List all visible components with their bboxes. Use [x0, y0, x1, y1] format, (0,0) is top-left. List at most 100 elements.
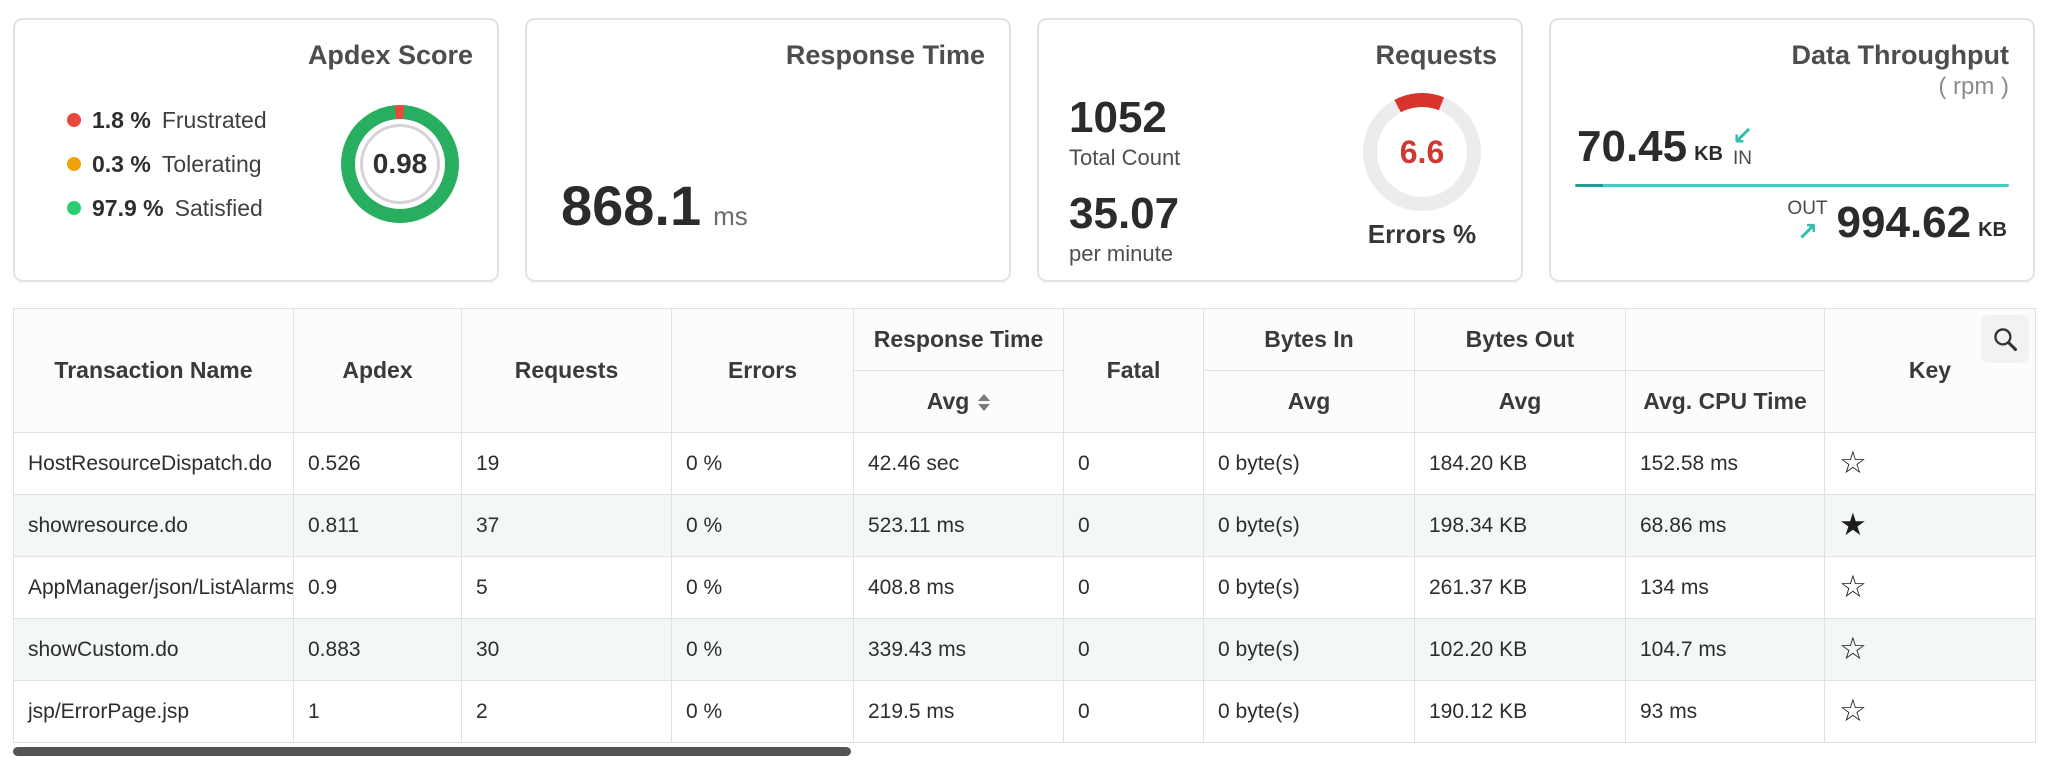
star-toggle-icon[interactable]: ★ — [1839, 507, 1867, 543]
cell-requests: 37 — [461, 494, 672, 557]
frustrated-label: Frustrated — [161, 106, 267, 133]
response-time-card-title: Response Time — [785, 40, 985, 70]
apdex-gauge-inner-ring: 0.98 — [360, 124, 440, 204]
apdex-card-body: 1.8 % Frustrated 0.3 % Tolerating 97.9 %… — [39, 105, 473, 223]
sort-icon — [978, 394, 991, 412]
data-throughput-card: Data Throughput ( rpm ) 70.45 KB ↙ IN OU… — [1549, 18, 2035, 282]
apdex-score-card: Apdex Score 1.8 % Frustrated 0.3 % Toler… — [13, 18, 499, 282]
star-toggle-icon[interactable]: ☆ — [1839, 569, 1867, 605]
cell-errors: 0 % — [671, 618, 854, 681]
subheader-response-time-avg-sort[interactable]: Avg — [853, 370, 1064, 433]
throughput-in-direction: ↙ IN — [1732, 123, 1753, 169]
cell-bytes-in-avg: 0 byte(s) — [1203, 494, 1415, 557]
cell-transaction-name[interactable]: showresource.do — [13, 494, 294, 557]
cell-transaction-name[interactable]: showCustom.do — [13, 618, 294, 681]
cell-apdex: 0.883 — [293, 618, 462, 681]
subheader-bytes-in-avg: Avg — [1203, 370, 1415, 433]
cell-bytes-out-avg: 198.34 KB — [1414, 494, 1626, 557]
subheader-bytes-out-avg: Avg — [1414, 370, 1626, 433]
cell-transaction-name[interactable]: AppManager/json/ListAlarms — [13, 556, 294, 619]
cell-apdex: 0.9 — [293, 556, 462, 619]
cell-requests: 5 — [461, 556, 672, 619]
star-toggle-icon[interactable]: ☆ — [1839, 693, 1867, 729]
cell-requests: 30 — [461, 618, 672, 681]
requests-card-title: Requests — [1375, 40, 1497, 70]
cell-apdex: 0.526 — [293, 432, 462, 495]
errors-gauge-hole: 6.6 — [1377, 107, 1467, 197]
cell-bytes-in-avg: 0 byte(s) — [1203, 680, 1415, 743]
satisfied-percent: 97.9 % — [92, 194, 164, 221]
star-toggle-icon[interactable]: ☆ — [1839, 445, 1867, 481]
metric-cards: Apdex Score 1.8 % Frustrated 0.3 % Toler… — [0, 0, 2048, 282]
star-toggle-icon[interactable]: ☆ — [1839, 631, 1867, 667]
scrollbar-thumb[interactable] — [13, 747, 851, 756]
data-throughput-card-title: Data Throughput — [1791, 40, 2009, 70]
response-time-unit: ms — [713, 201, 748, 231]
requests-body: 1052 Total Count 35.07 per minute 6.6 Er… — [1063, 93, 1497, 267]
throughput-out-label: OUT — [1787, 198, 1828, 220]
search-button[interactable] — [1981, 315, 2029, 363]
total-count-value: 1052 — [1069, 93, 1167, 142]
cell-transaction-name[interactable]: HostResourceDispatch.do — [13, 432, 294, 495]
col-header-fatal: Fatal — [1063, 308, 1204, 433]
key-header-label: Key — [1908, 357, 1952, 383]
cell-errors: 0 % — [671, 680, 854, 743]
response-time-card: Response Time 868.1 ms — [525, 18, 1011, 282]
search-icon — [1994, 328, 2018, 352]
tolerating-label: Tolerating — [161, 150, 262, 177]
cell-avg-cpu-time: 104.7 ms — [1625, 618, 1825, 681]
cell-bytes-in-avg: 0 byte(s) — [1203, 618, 1415, 681]
outgoing-arrow-icon: ↗ — [1797, 218, 1818, 247]
cell-fatal: 0 — [1063, 680, 1204, 743]
cell-apdex: 1 — [293, 680, 462, 743]
cell-avg-cpu-time: 68.86 ms — [1625, 494, 1825, 557]
cell-response-time-avg: 339.43 ms — [853, 618, 1064, 681]
response-time-body: 868.1 ms — [551, 173, 985, 238]
cell-response-time-avg: 42.46 sec — [853, 432, 1064, 495]
response-time-avg-label: Avg — [926, 388, 970, 414]
cell-bytes-out-avg: 102.20 KB — [1414, 618, 1626, 681]
cell-bytes-out-avg: 261.37 KB — [1414, 556, 1626, 619]
throughput-out-value: 994.62 — [1836, 198, 1972, 248]
cell-bytes-in-avg: 0 byte(s) — [1203, 432, 1415, 495]
requests-card: Requests 1052 Total Count 35.07 per minu… — [1037, 18, 1523, 282]
col-header-bytes-in: Bytes In — [1203, 308, 1415, 371]
cell-fatal: 0 — [1063, 432, 1204, 495]
cell-key: ★ — [1824, 494, 2036, 557]
col-header-cpu-empty — [1625, 308, 1825, 371]
col-header-key: Key — [1824, 308, 2036, 433]
throughput-in-unit: KB — [1694, 143, 1723, 166]
legend-item-frustrated: 1.8 % Frustrated — [67, 107, 267, 134]
throughput-divider-line — [1575, 184, 2009, 188]
throughput-out-row: OUT ↗ 994.62 KB — [1575, 198, 2009, 248]
errors-percent-value: 6.6 — [1399, 133, 1445, 170]
errors-gauge: 6.6 — [1363, 93, 1481, 211]
data-throughput-unit-subtitle: ( rpm ) — [1938, 73, 2009, 100]
col-header-errors: Errors — [671, 308, 854, 433]
horizontal-scrollbar[interactable] — [13, 747, 2035, 756]
col-header-transaction-name: Transaction Name — [13, 308, 294, 433]
cell-response-time-avg: 523.11 ms — [853, 494, 1064, 557]
frustrated-dot-icon — [67, 113, 81, 127]
cell-fatal: 0 — [1063, 556, 1204, 619]
legend-item-satisfied: 97.9 % Satisfied — [67, 195, 267, 222]
tolerating-percent: 0.3 % — [92, 150, 151, 177]
errors-gauge-block: 6.6 Errors % — [1363, 93, 1481, 267]
per-minute-label: per minute — [1069, 241, 1173, 266]
cell-response-time-avg: 219.5 ms — [853, 680, 1064, 743]
frustrated-percent: 1.8 % — [92, 106, 151, 133]
table-row: showCustom.do 0.883 30 0 % 339.43 ms 0 0… — [13, 618, 2036, 681]
table-row: showresource.do 0.811 37 0 % 523.11 ms 0… — [13, 494, 2036, 557]
total-count-stat: 1052 Total Count — [1069, 93, 1180, 171]
cell-transaction-name[interactable]: jsp/ErrorPage.jsp — [13, 680, 294, 743]
cell-bytes-out-avg: 190.12 KB — [1414, 680, 1626, 743]
cell-errors: 0 % — [671, 494, 854, 557]
cell-requests: 2 — [461, 680, 672, 743]
cell-key: ☆ — [1824, 618, 2036, 681]
table-row: jsp/ErrorPage.jsp 1 2 0 % 219.5 ms 0 0 b… — [13, 680, 2036, 743]
response-time-value: 868.1 — [561, 174, 702, 237]
throughput-in-row: 70.45 KB ↙ IN — [1575, 123, 2009, 169]
apdex-score-value: 0.98 — [372, 148, 428, 179]
table-header: Transaction Name Apdex Requests Errors R… — [13, 308, 2036, 433]
